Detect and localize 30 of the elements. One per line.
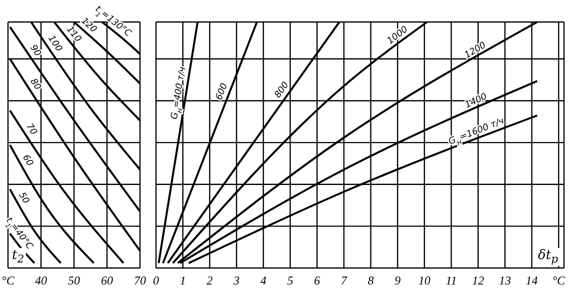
text: 600 — [214, 82, 230, 102]
text: 100 — [46, 34, 64, 54]
x-tick-label: 13 — [498, 274, 511, 288]
x-tick-label: 4 — [260, 274, 266, 288]
text: 50 — [16, 190, 31, 206]
x-tick-label: 3 — [232, 274, 240, 288]
x-tick-label: 8 — [368, 274, 374, 288]
x-axis-title: δt$_{р}$ — [536, 248, 560, 266]
x-tick-label: °C — [552, 274, 566, 288]
x-tick-label: 60 — [101, 274, 113, 288]
x-tick-label: 0 — [153, 274, 159, 288]
x-tick-label: 40 — [35, 274, 47, 288]
text: 60 — [20, 153, 35, 168]
text: 70 — [24, 122, 39, 138]
x-tick-label: 7 — [340, 274, 348, 288]
x-tick-label: 11 — [446, 274, 457, 288]
x-tick-label: 10 — [418, 274, 430, 288]
x-tick-label: 6 — [314, 274, 320, 288]
x-tick-label: 9 — [394, 274, 401, 288]
x-axis-title: t$_{2}$ — [10, 248, 26, 266]
x-tick-label: 70 — [134, 274, 146, 288]
x-tick-label: 12 — [472, 274, 484, 288]
text: 90 — [28, 43, 42, 59]
x-tick-label: 2 — [206, 274, 213, 288]
text: 80 — [28, 77, 43, 92]
x-tick-label: 1 — [180, 274, 186, 288]
x-tick-label: 5 — [287, 274, 294, 288]
x-tick-label: °C — [2, 274, 16, 288]
x-tick-label: 50 — [68, 274, 80, 288]
x-tick-label: 14 — [526, 274, 538, 288]
